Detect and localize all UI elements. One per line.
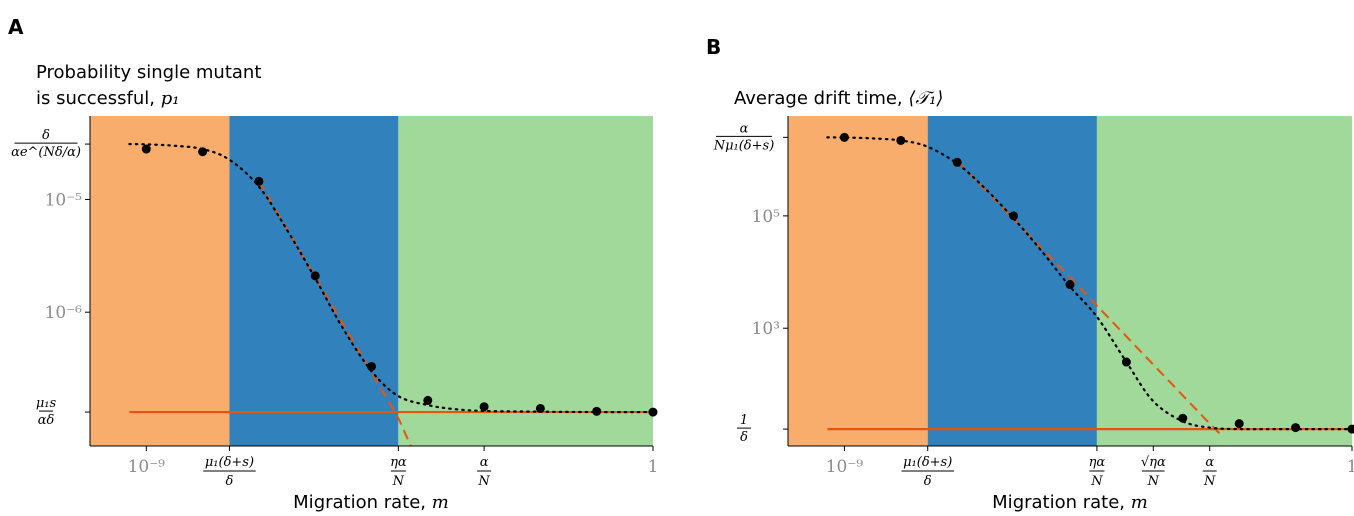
- panel-a-x-tick-numerator: μ₁(δ+s): [205, 455, 254, 470]
- panel-a-xlabel: Migration rate, m: [293, 492, 449, 513]
- panel-b-x-tick-numerator: μ₁(δ+s): [903, 455, 952, 470]
- panel-b-data-point: [1291, 423, 1301, 433]
- panel-b-x-tick-denominator: N: [1090, 474, 1103, 489]
- panel-b-y-tick-label: 10⁵: [752, 207, 781, 227]
- panel-a-x-tick-denominator: δ: [226, 474, 234, 489]
- panel-a-xlabel-text: Migration rate,: [293, 492, 432, 513]
- panel-b-data-point: [1065, 280, 1075, 290]
- panel-b-xlabel-math: m: [1131, 492, 1148, 513]
- panel-b-data-point: [1347, 424, 1354, 434]
- panel-b-data-point: [952, 157, 962, 167]
- panel-b-y-tick-numerator: α: [740, 121, 749, 136]
- panel-a-letter: A: [8, 15, 24, 39]
- panel-a-data-point: [310, 271, 320, 281]
- panel-b-title-text: Average drift time,: [734, 88, 908, 109]
- panel-b-region-green: [1096, 116, 1352, 446]
- panel-a-y-tick-label: 10⁻⁵: [45, 190, 83, 210]
- panel-b-y-tick-label: 10³: [752, 319, 780, 339]
- panel-a-y-tick-numerator: μ₁s: [36, 396, 57, 411]
- panel-b-y-tick-numerator: 1: [740, 413, 748, 428]
- panel-a-x-tick-numerator: ηα: [390, 455, 407, 470]
- panel-a-data-point: [198, 147, 208, 157]
- panel-b-data-point: [896, 135, 906, 145]
- panel-b-data-point: [1121, 357, 1131, 367]
- panel-a-y-tick-denominator: αδ: [38, 413, 55, 428]
- panel-b-x-tick-denominator: N: [1147, 474, 1160, 489]
- panel-a-data-point: [648, 407, 658, 417]
- panel-b-x-tick-numerator: √ηα: [1141, 455, 1166, 470]
- panel-a-title-line1: Probability single mutant: [36, 62, 261, 83]
- panel-a-y-tick-denominator: αe^(Nδ/α): [11, 145, 81, 160]
- panel-b-data-point: [1009, 211, 1019, 221]
- panel-a-y-tick-numerator: δ: [42, 128, 50, 143]
- panel-b-y-tick-denominator: δ: [740, 430, 748, 445]
- panel-b-x-tick-numerator: α: [1205, 455, 1214, 470]
- panel-b-x-tick-label: 10⁻⁹: [826, 457, 864, 477]
- panel-a-data-point: [367, 361, 376, 371]
- panel-a-title-line2: is successful, p₁: [36, 88, 179, 109]
- panel-a-xlabel-math: m: [432, 492, 449, 513]
- panel-a-data-point: [254, 176, 264, 186]
- panel-b-title-math: ⟨𝒯₁⟩: [908, 88, 943, 109]
- panel-b-x-tick-denominator: δ: [924, 474, 932, 489]
- panel-a-dashed-line: [258, 180, 412, 447]
- panel-a-region-green: [398, 116, 653, 446]
- panel-a-x-tick-label: 10⁻⁹: [128, 457, 166, 477]
- panel-b-letter: B: [706, 35, 721, 59]
- panel-a-data-point: [141, 144, 151, 154]
- panel-b-y-tick-denominator: Nμ₁(δ+s): [713, 138, 775, 153]
- panel-b-x-tick-label: 1: [1347, 457, 1354, 477]
- panel-a-data-point: [535, 403, 545, 413]
- panel-a-dotted-curve: [128, 142, 655, 414]
- panel-a-title-math: p₁: [161, 88, 180, 109]
- panel-b-data-point: [1234, 419, 1244, 429]
- panel-b-x-tick-numerator: ηα: [1089, 455, 1106, 470]
- panel-b-x-tick-denominator: N: [1203, 474, 1216, 489]
- panel-a-title-text: is successful,: [36, 88, 161, 109]
- panel-a-region-blue: [229, 116, 399, 446]
- panel-a-plot: 10⁻⁹ μ₁(δ+s)δηαNαN1δαe^(Nδ/α)10⁻⁵10⁻⁶μ₁sα…: [11, 116, 658, 489]
- panel-a-x-tick-numerator: α: [480, 455, 489, 470]
- panel-a-data-point: [479, 402, 489, 412]
- panel-a-region-orange: [90, 116, 230, 446]
- panel-b-title: Average drift time, ⟨𝒯₁⟩: [734, 88, 943, 109]
- panel-b-xlabel-text: Migration rate,: [992, 492, 1131, 513]
- panel-b-data-point: [839, 132, 849, 142]
- panel-a-data-point: [592, 406, 602, 416]
- panel-a-x-tick-label: 1: [648, 457, 659, 477]
- panel-a-data-point: [423, 395, 433, 405]
- panel-a-x-tick-denominator: N: [392, 474, 405, 489]
- panel-b-region-orange: [788, 116, 928, 446]
- panel-b-data-point: [1178, 413, 1188, 423]
- panel-b-xlabel: Migration rate, m: [992, 492, 1148, 513]
- panel-a-x-tick-denominator: N: [477, 474, 490, 489]
- panel-a-y-tick-label: 10⁻⁶: [45, 303, 83, 323]
